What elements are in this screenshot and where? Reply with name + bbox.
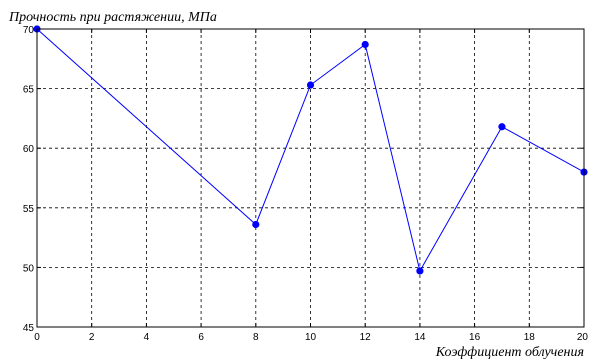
y-tick-label: 45 bbox=[23, 323, 35, 334]
x-tick-label: 14 bbox=[414, 332, 426, 343]
x-tick-label: 0 bbox=[34, 332, 40, 343]
x-tick-label: 20 bbox=[577, 332, 589, 343]
data-point bbox=[498, 123, 506, 131]
x-axis-title: Коэффициент облучения bbox=[435, 345, 584, 360]
y-axis-title: Прочность при растяжении, МПа bbox=[8, 10, 217, 25]
x-tick-label: 2 bbox=[89, 332, 95, 343]
x-tick-label: 12 bbox=[360, 332, 372, 343]
plot-frame bbox=[36, 28, 585, 328]
x-axis-ticks: 0 2 4 6 8 10 12 14 16 18 20 bbox=[34, 29, 588, 343]
x-tick-label: 10 bbox=[305, 332, 317, 343]
x-tick-label: 8 bbox=[253, 332, 259, 343]
data-point bbox=[252, 220, 260, 229]
x-tick-label: 4 bbox=[144, 332, 150, 343]
y-tick-label: 65 bbox=[23, 85, 35, 96]
y-tick-label: 50 bbox=[23, 263, 35, 274]
x-tick-label: 6 bbox=[198, 332, 204, 343]
x-tick-label: 18 bbox=[524, 332, 536, 343]
data-point bbox=[416, 267, 424, 275]
data-point bbox=[306, 81, 315, 89]
y-tick-label: 60 bbox=[23, 144, 35, 155]
grid-lines bbox=[37, 29, 584, 327]
x-tick-label: 16 bbox=[469, 332, 481, 343]
y-tick-label: 55 bbox=[23, 204, 35, 215]
data-point bbox=[361, 40, 369, 49]
y-tick-label: 70 bbox=[23, 25, 35, 36]
